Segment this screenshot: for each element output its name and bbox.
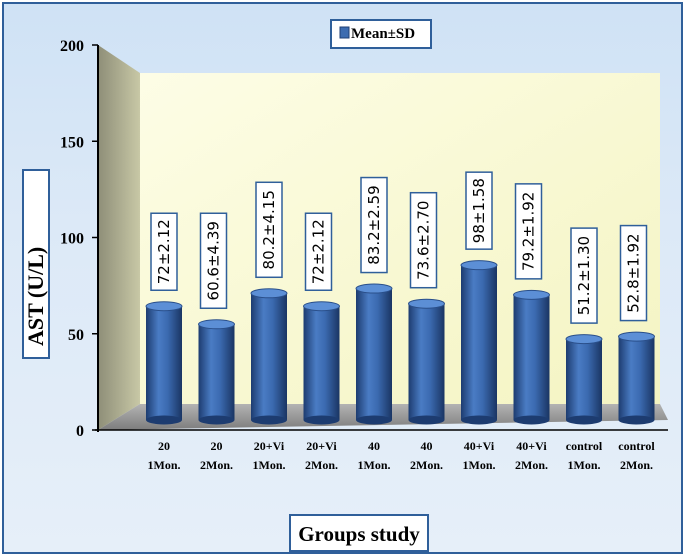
svg-text:72±2.12: 72±2.12 — [310, 219, 328, 284]
data-label: 52.8±1.92 — [619, 224, 648, 322]
bar — [618, 331, 655, 425]
category-sublabel: 2Mon. — [200, 458, 233, 472]
category-sublabel: 2Mon. — [515, 458, 548, 472]
bar — [460, 260, 498, 425]
category-label: 20+Vi — [254, 439, 285, 453]
category-sublabel: 1Mon. — [253, 458, 286, 472]
x-axis-label: Groups study — [298, 522, 420, 546]
y-axis-label: AST (U/L) — [23, 247, 48, 346]
bar — [145, 301, 183, 425]
category-label: 20+Vi — [306, 439, 337, 453]
category-label: 40 — [421, 439, 433, 453]
svg-text:72±2.12: 72±2.12 — [155, 219, 173, 284]
data-label: 83.2±2.59 — [360, 176, 388, 274]
data-label: 72±2.12 — [150, 212, 178, 291]
bar — [355, 283, 393, 425]
y-tick-label: 100 — [60, 231, 84, 248]
data-label: 60.6±4.39 — [199, 212, 228, 310]
bar — [198, 319, 235, 425]
data-label: 79.2±1.92 — [514, 183, 543, 280]
category-label: 40 — [368, 439, 380, 453]
ylabel-box — [22, 169, 50, 359]
svg-text:98±1.58: 98±1.58 — [470, 178, 488, 243]
category-sublabel: 1Mon. — [148, 458, 181, 472]
legend-swatch — [339, 26, 350, 39]
category-sublabel: 1Mon. — [568, 458, 601, 472]
data-label: 98±1.58 — [465, 171, 493, 250]
legend-label: Mean±SD — [351, 26, 415, 42]
svg-text:60.6±4.39: 60.6±4.39 — [205, 221, 223, 300]
category-sublabel: 1Mon. — [463, 458, 496, 472]
bar — [513, 289, 550, 425]
side-wall — [98, 45, 140, 430]
y-tick-label: 200 — [60, 38, 84, 55]
svg-text:73.6±2.70: 73.6±2.70 — [415, 201, 433, 280]
data-label: 80.2±4.15 — [255, 181, 283, 279]
xlabel-box — [289, 514, 429, 552]
category-sublabel: 2Mon. — [305, 458, 338, 472]
data-label: 72±2.12 — [304, 212, 333, 291]
y-tick-label: 50 — [68, 327, 84, 344]
category-label: 20 — [211, 439, 223, 453]
y-tick-label: 0 — [76, 423, 84, 440]
category-sublabel: 2Mon. — [620, 458, 653, 472]
svg-text:52.8±1.92: 52.8±1.92 — [625, 233, 643, 312]
category-label: 20 — [158, 439, 170, 453]
svg-text:51.2±1.30: 51.2±1.30 — [575, 236, 593, 315]
bar — [565, 334, 603, 425]
bar — [303, 301, 340, 425]
legend: Mean±SD — [330, 19, 432, 49]
svg-text:80.2±4.15: 80.2±4.15 — [260, 190, 278, 269]
data-label: 51.2±1.30 — [570, 227, 598, 324]
bar — [250, 288, 288, 425]
category-label: 40+Vi — [516, 439, 547, 453]
category-label: control — [618, 439, 655, 453]
category-label: control — [566, 439, 603, 453]
svg-text:79.2±1.92: 79.2±1.92 — [520, 192, 538, 271]
category-sublabel: 2Mon. — [410, 458, 443, 472]
bar — [408, 298, 445, 425]
y-tick-label: 150 — [60, 134, 84, 151]
svg-text:83.2±2.59: 83.2±2.59 — [365, 185, 383, 264]
data-label: 73.6±2.70 — [409, 191, 438, 289]
category-sublabel: 1Mon. — [358, 458, 391, 472]
category-label: 40+Vi — [464, 439, 495, 453]
